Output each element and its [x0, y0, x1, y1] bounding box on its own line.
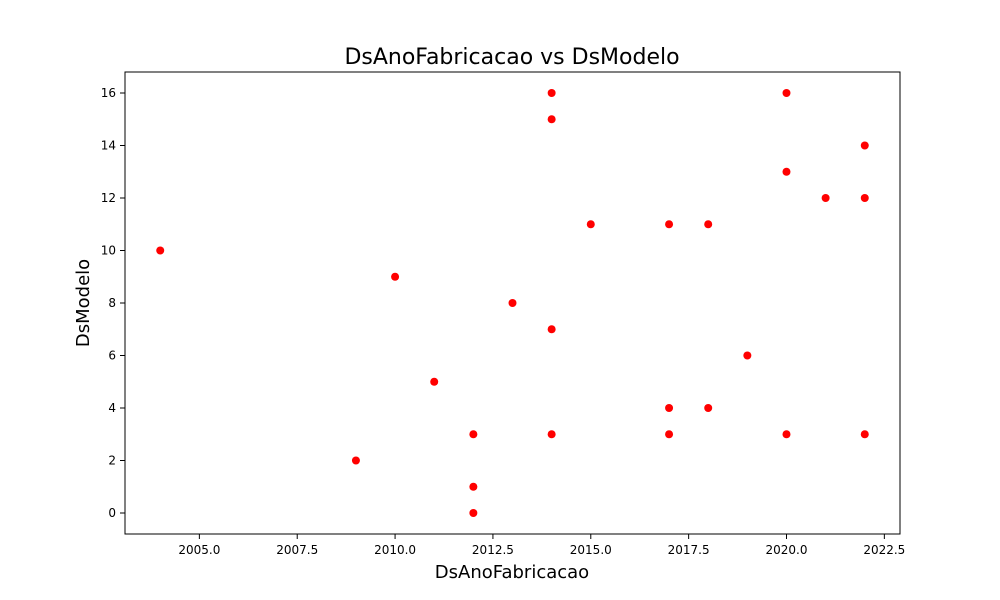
- y-axis-ticks: 0 2 4 6 8 10 12 14 16: [101, 86, 125, 520]
- x-axis-ticks: 2005.0 2007.5 2010.0 2012.5 2015.0 2017.5 2020…: [178, 534, 905, 557]
- data-point: [782, 430, 791, 439]
- data-point: [821, 194, 830, 202]
- data-point: [469, 482, 478, 491]
- x-axis-label: DsAnoFabricacao: [435, 562, 589, 583]
- y-tick-label: 14: [101, 139, 116, 153]
- x-tick-label: 2020.0: [765, 543, 807, 557]
- data-point: [547, 115, 556, 124]
- data-point: [508, 299, 517, 307]
- data-point: [704, 220, 713, 229]
- data-point: [665, 404, 674, 412]
- x-tick-label: 2005.0: [178, 543, 220, 557]
- x-tick-label: 2007.5: [276, 543, 318, 557]
- plot-points: [156, 89, 869, 517]
- y-axis-label: DsModelo: [73, 259, 94, 347]
- y-tick-label: 4: [108, 401, 116, 415]
- data-point: [469, 509, 478, 517]
- x-tick-label: 2012.5: [472, 543, 514, 557]
- data-point: [351, 456, 360, 465]
- data-point: [743, 351, 752, 360]
- data-point: [469, 430, 478, 439]
- data-point: [391, 272, 400, 281]
- data-point: [156, 246, 165, 255]
- y-tick-label: 8: [108, 296, 116, 310]
- y-tick-label: 10: [101, 244, 116, 258]
- x-tick-label: 2017.5: [668, 543, 710, 557]
- data-point: [860, 141, 869, 150]
- data-point: [547, 430, 556, 439]
- data-point: [665, 430, 674, 439]
- data-point: [665, 220, 674, 229]
- y-tick-label: 16: [101, 86, 116, 100]
- x-tick-label: 2015.0: [570, 543, 612, 557]
- data-point: [704, 404, 713, 412]
- data-point: [860, 430, 869, 439]
- data-point: [860, 194, 869, 202]
- data-point: [430, 377, 439, 386]
- y-tick-label: 12: [101, 191, 116, 205]
- data-point: [547, 89, 556, 97]
- data-point: [547, 325, 556, 334]
- data-point: [586, 220, 595, 229]
- x-tick-label: 2022.5: [863, 543, 905, 557]
- chart-title: DsAnoFabricacao vs DsModelo: [344, 45, 679, 70]
- data-point: [782, 89, 791, 97]
- y-tick-label: 6: [108, 349, 116, 363]
- x-tick-label: 2010.0: [374, 543, 416, 557]
- y-tick-label: 2: [108, 454, 116, 468]
- y-tick-label: 0: [108, 506, 116, 520]
- data-point: [782, 167, 791, 176]
